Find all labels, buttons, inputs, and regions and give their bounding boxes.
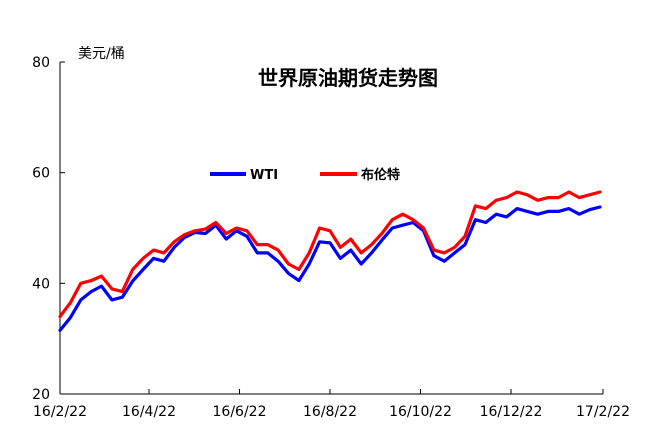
x-tick-label: 16/8/22 [303, 404, 357, 420]
y-tick-label: 20 [32, 387, 50, 403]
legend-label-wti: WTI [250, 168, 278, 183]
y-axis-unit-label: 美元/桶 [78, 46, 125, 62]
series-layer [58, 190, 602, 332]
legend-label-brent: 布伦特 [361, 167, 400, 183]
x-tick-label: 16/2/22 [33, 404, 87, 420]
y-tick-label: 80 [32, 55, 50, 71]
y-axis-ticks: 20 40 60 80 [32, 55, 65, 403]
legend: WTI 布伦特 [210, 167, 400, 183]
series-line-wti [58, 205, 602, 332]
chart-title: 世界原油期货走势图 [258, 66, 438, 90]
x-tick-label: 16/12/22 [480, 404, 543, 420]
x-tick-label: 17/2/22 [576, 404, 630, 420]
y-tick-label: 40 [32, 276, 50, 292]
x-tick-label: 16/10/22 [389, 404, 452, 420]
x-axis-ticks: 16/2/22 16/4/22 16/6/22 16/8/22 16/10/22 16/1… [33, 389, 630, 420]
y-tick-label: 60 [32, 166, 50, 182]
x-tick-label: 16/6/22 [213, 404, 267, 420]
x-tick-label: 16/4/22 [122, 404, 176, 420]
